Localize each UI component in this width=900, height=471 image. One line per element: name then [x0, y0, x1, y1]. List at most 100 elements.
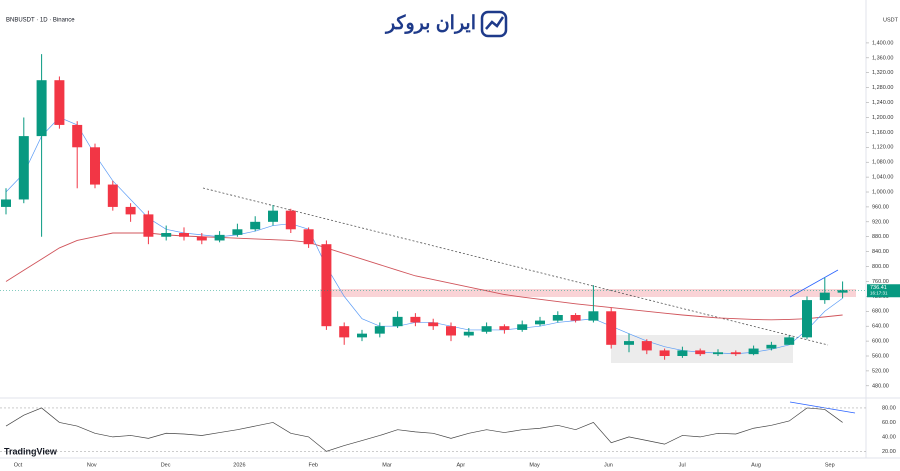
candle-body [1, 199, 11, 207]
candle-body [659, 350, 670, 357]
candle-body [517, 324, 528, 330]
candle-body [677, 350, 688, 357]
candle-body [250, 221, 261, 230]
plot-layer: 1,400.00 1,360.00 1,320.00 1,280.00 1,240.00… [0, 40, 900, 468]
candle-body [143, 214, 154, 237]
candle-body [232, 229, 243, 235]
candle-body [713, 352, 723, 355]
x-tick-label: Dec [161, 462, 171, 468]
y-tick-label: 1,040.00 [872, 175, 893, 181]
candle-body [695, 350, 706, 355]
x-tick-label: May [529, 462, 540, 468]
candle-body [125, 206, 136, 215]
candle-body [285, 210, 296, 230]
candle-body [784, 337, 795, 345]
candle-body [446, 326, 456, 336]
candle-body [90, 147, 100, 185]
x-tick-label: 2026 [233, 462, 245, 468]
candle-body [374, 326, 385, 334]
brand-text: TradingView [4, 446, 58, 456]
y-tick-label: 480.00 [872, 383, 889, 389]
candle-body [481, 326, 492, 332]
y-tick-label: 1,280.00 [872, 85, 893, 91]
candle-body [837, 290, 848, 293]
x-tick-label: Sep [825, 462, 835, 468]
last-price-label: 736.41 [870, 285, 887, 291]
y-tick-label: 1,120.00 [872, 145, 893, 151]
candle-body [18, 136, 29, 200]
candle-body [410, 316, 421, 323]
y-tick-label: 1,200.00 [872, 115, 893, 121]
rsi-tick-label: 60.00 [882, 420, 896, 426]
countdown-label: 16:17:31 [870, 290, 888, 295]
x-tick-label: Feb [308, 462, 317, 468]
logo-text: ایران بروکر [384, 13, 476, 34]
y-tick-label: 1,320.00 [872, 70, 893, 76]
y-tick-label: 760.00 [872, 279, 889, 285]
rsi-line [5, 407, 843, 452]
y-tick-label: 1,080.00 [872, 160, 893, 166]
y-tick-label: 1,000.00 [872, 189, 893, 195]
x-tick-label: Mar [382, 462, 392, 468]
candle-body [392, 316, 403, 327]
candle-body [606, 311, 617, 345]
y-tick-label: 800.00 [872, 264, 889, 270]
candle-body [570, 315, 581, 321]
chart-title: BNBUSDT · 1D · Binance [6, 18, 75, 24]
rsi-divergence-line [789, 401, 856, 414]
logo-icon [480, 10, 508, 38]
x-tick-label: Jun [604, 462, 613, 468]
y-tick-label: 680.00 [872, 309, 889, 315]
currency-label: USDT [883, 17, 899, 23]
candle-body [819, 292, 830, 301]
candle-body [624, 341, 634, 345]
candle-body [214, 234, 225, 241]
x-tick-label: Nov [87, 462, 97, 468]
candle-body [463, 331, 474, 336]
candle-body [552, 315, 563, 321]
x-tick-label: Jul [679, 462, 686, 468]
y-tick-label: 1,160.00 [872, 130, 893, 136]
candle-body [179, 233, 189, 237]
logo: ایران بروکر [384, 10, 508, 38]
candle-body [730, 352, 741, 355]
trend-line [202, 187, 829, 346]
candle-body [72, 124, 83, 148]
candle-body [357, 333, 367, 338]
y-tick-label: 600.00 [872, 339, 889, 345]
y-tick-label: 840.00 [872, 249, 889, 255]
candle-body [54, 80, 65, 125]
candle-body [588, 311, 599, 321]
rsi-tick-label: 80.00 [882, 405, 896, 411]
channel-line [789, 269, 839, 298]
y-tick-label: 1,240.00 [872, 100, 893, 106]
candle-body [766, 344, 777, 349]
y-tick-label: 1,400.00 [872, 40, 893, 46]
last-price-box [867, 284, 900, 298]
candle-body [268, 210, 278, 222]
brand: TradingView [4, 446, 58, 456]
candle-body [36, 80, 47, 137]
x-tick-label: Oct [14, 462, 23, 468]
candle-body [339, 326, 350, 338]
y-tick-label: 640.00 [872, 324, 889, 330]
logo-arrow [485, 16, 505, 30]
candle-body [161, 233, 172, 237]
candle-body [499, 326, 510, 330]
candle-body [428, 322, 439, 327]
candle-body [535, 320, 545, 325]
candle-body [321, 244, 332, 327]
rsi-tick-label: 20.00 [882, 449, 896, 455]
y-tick-label: 920.00 [872, 219, 889, 225]
candle-body [303, 229, 314, 245]
resistance-zone [320, 289, 856, 297]
rsi-tick-label: 40.00 [882, 434, 896, 440]
y-tick-label: 560.00 [872, 353, 889, 359]
y-tick-label: 960.00 [872, 204, 889, 210]
x-tick-label: Aug [751, 462, 761, 468]
candle-body [641, 341, 652, 351]
candle-body [196, 236, 207, 241]
x-tick-label: Apr [457, 462, 466, 468]
